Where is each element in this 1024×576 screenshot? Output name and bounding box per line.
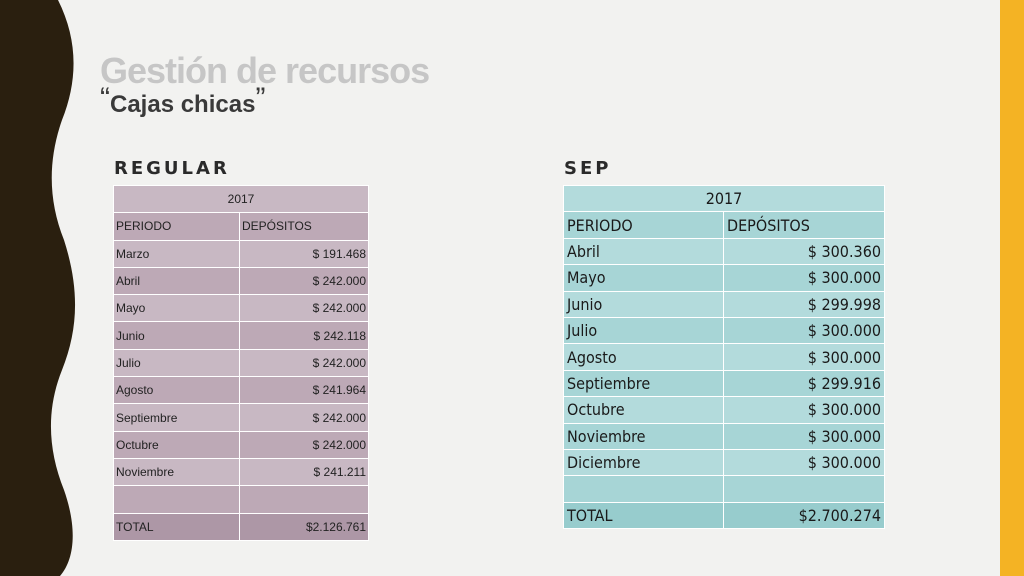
periodo-cell: Agosto — [113, 376, 240, 405]
periodo-cell: Julio — [563, 316, 724, 345]
table-row: Septiembre $ 242.000 — [113, 403, 370, 432]
regular-heading: REGULAR — [114, 158, 230, 179]
periodo-cell: Septiembre — [113, 403, 240, 432]
total-label: TOTAL — [563, 501, 724, 530]
periodo-cell: Junio — [563, 290, 724, 318]
table-row: Octubre $ 300.000 — [563, 396, 885, 424]
deposito-cell: $ 242.000 — [238, 403, 370, 432]
col-header-depositos: DEPÓSITOS — [723, 211, 885, 239]
empty-row — [563, 475, 885, 503]
left-wavy-band — [0, 0, 76, 576]
periodo-cell: Diciembre — [563, 448, 724, 477]
deposito-cell: $ 300.000 — [723, 316, 885, 345]
regular-deposits-table: 2017 PERIODO DEPÓSITOS Marzo $ 191.468 A… — [112, 184, 370, 541]
deposito-cell: $ 300.000 — [723, 448, 885, 477]
table-row: Abril $ 300.360 — [563, 237, 885, 266]
col-header-periodo: PERIODO — [113, 212, 240, 241]
subtitle-text: Cajas chicas — [110, 91, 256, 118]
deposito-cell: $ 299.998 — [723, 290, 885, 318]
periodo-cell: Octubre — [113, 430, 240, 459]
sep-heading: SEP — [564, 158, 612, 179]
deposito-cell: $ 300.000 — [723, 396, 885, 424]
total-label: TOTAL — [113, 512, 240, 541]
periodo-cell: Mayo — [563, 264, 724, 292]
total-value: $2.700.274 — [723, 501, 885, 530]
deposito-cell: $ 241.964 — [238, 376, 370, 405]
table-row: Noviembre $ 241.211 — [113, 457, 370, 487]
periodo-cell: Octubre — [563, 396, 724, 424]
col-header-depositos: DEPÓSITOS — [238, 212, 370, 241]
deposito-cell: $ 299.916 — [723, 369, 885, 398]
periodo-cell: Agosto — [563, 343, 724, 371]
periodo-cell: Junio — [113, 321, 240, 350]
deposito-cell: $ 242.000 — [238, 430, 370, 459]
periodo-cell: Abril — [113, 266, 240, 296]
deposito-cell: $ 300.000 — [723, 264, 885, 292]
deposito-cell: $ 300.360 — [723, 237, 885, 266]
empty-row — [113, 485, 370, 514]
table-row: Abril $ 242.000 — [113, 266, 370, 296]
deposito-cell: $ 242.000 — [238, 266, 370, 296]
deposito-cell: $ 242.118 — [238, 321, 370, 350]
periodo-cell: Septiembre — [563, 369, 724, 398]
table-row: Diciembre $ 300.000 — [563, 448, 885, 477]
table-row: Mayo $ 300.000 — [563, 264, 885, 292]
table-row: Julio $ 300.000 — [563, 316, 885, 345]
table-row: Julio $ 242.000 — [113, 348, 370, 378]
table-year: 2017 — [563, 184, 885, 213]
open-quote: “ — [100, 82, 110, 115]
table-row: Mayo $ 242.000 — [113, 294, 370, 323]
table-row: Junio $ 242.118 — [113, 321, 370, 350]
slide-subtitle: “Cajas chicas” — [100, 82, 265, 120]
table-row: Marzo $ 191.468 — [113, 239, 370, 268]
total-value: $2.126.761 — [238, 512, 370, 541]
table-row: Agosto $ 241.964 — [113, 376, 370, 405]
deposito-cell: $ 241.211 — [238, 457, 370, 487]
col-header-periodo: PERIODO — [563, 211, 724, 239]
periodo-cell: Marzo — [113, 239, 240, 268]
periodo-cell: Julio — [113, 348, 240, 378]
table-row: Agosto $ 300.000 — [563, 343, 885, 371]
periodo-cell: Noviembre — [113, 457, 240, 487]
deposito-cell: $ 191.468 — [238, 239, 370, 268]
right-accent-stripe — [1000, 0, 1024, 576]
periodo-cell: Noviembre — [563, 422, 724, 450]
total-row: TOTAL $2.700.274 — [563, 501, 885, 530]
empty-cell — [113, 485, 240, 514]
deposito-cell: $ 300.000 — [723, 343, 885, 371]
table-row: Octubre $ 242.000 — [113, 430, 370, 459]
slide-title: Gestión de recursos — [100, 50, 430, 91]
table-year: 2017 — [112, 184, 370, 214]
empty-cell — [563, 475, 724, 503]
close-quote: ” — [255, 82, 266, 115]
deposito-cell: $ 300.000 — [723, 422, 885, 450]
deposito-cell: $ 242.000 — [238, 294, 370, 323]
table-row: Septiembre $ 299.916 — [563, 369, 885, 398]
empty-cell — [238, 485, 370, 514]
empty-cell — [723, 475, 885, 503]
total-row: TOTAL $2.126.761 — [113, 512, 370, 541]
periodo-cell: Mayo — [113, 294, 240, 323]
table-row: Noviembre $ 300.000 — [563, 422, 885, 450]
table-row: Junio $ 299.998 — [563, 290, 885, 318]
deposito-cell: $ 242.000 — [238, 348, 370, 378]
periodo-cell: Abril — [563, 237, 724, 266]
sep-deposits-table: 2017 PERIODO DEPÓSITOS Abril $ 300.360 M… — [563, 184, 885, 530]
